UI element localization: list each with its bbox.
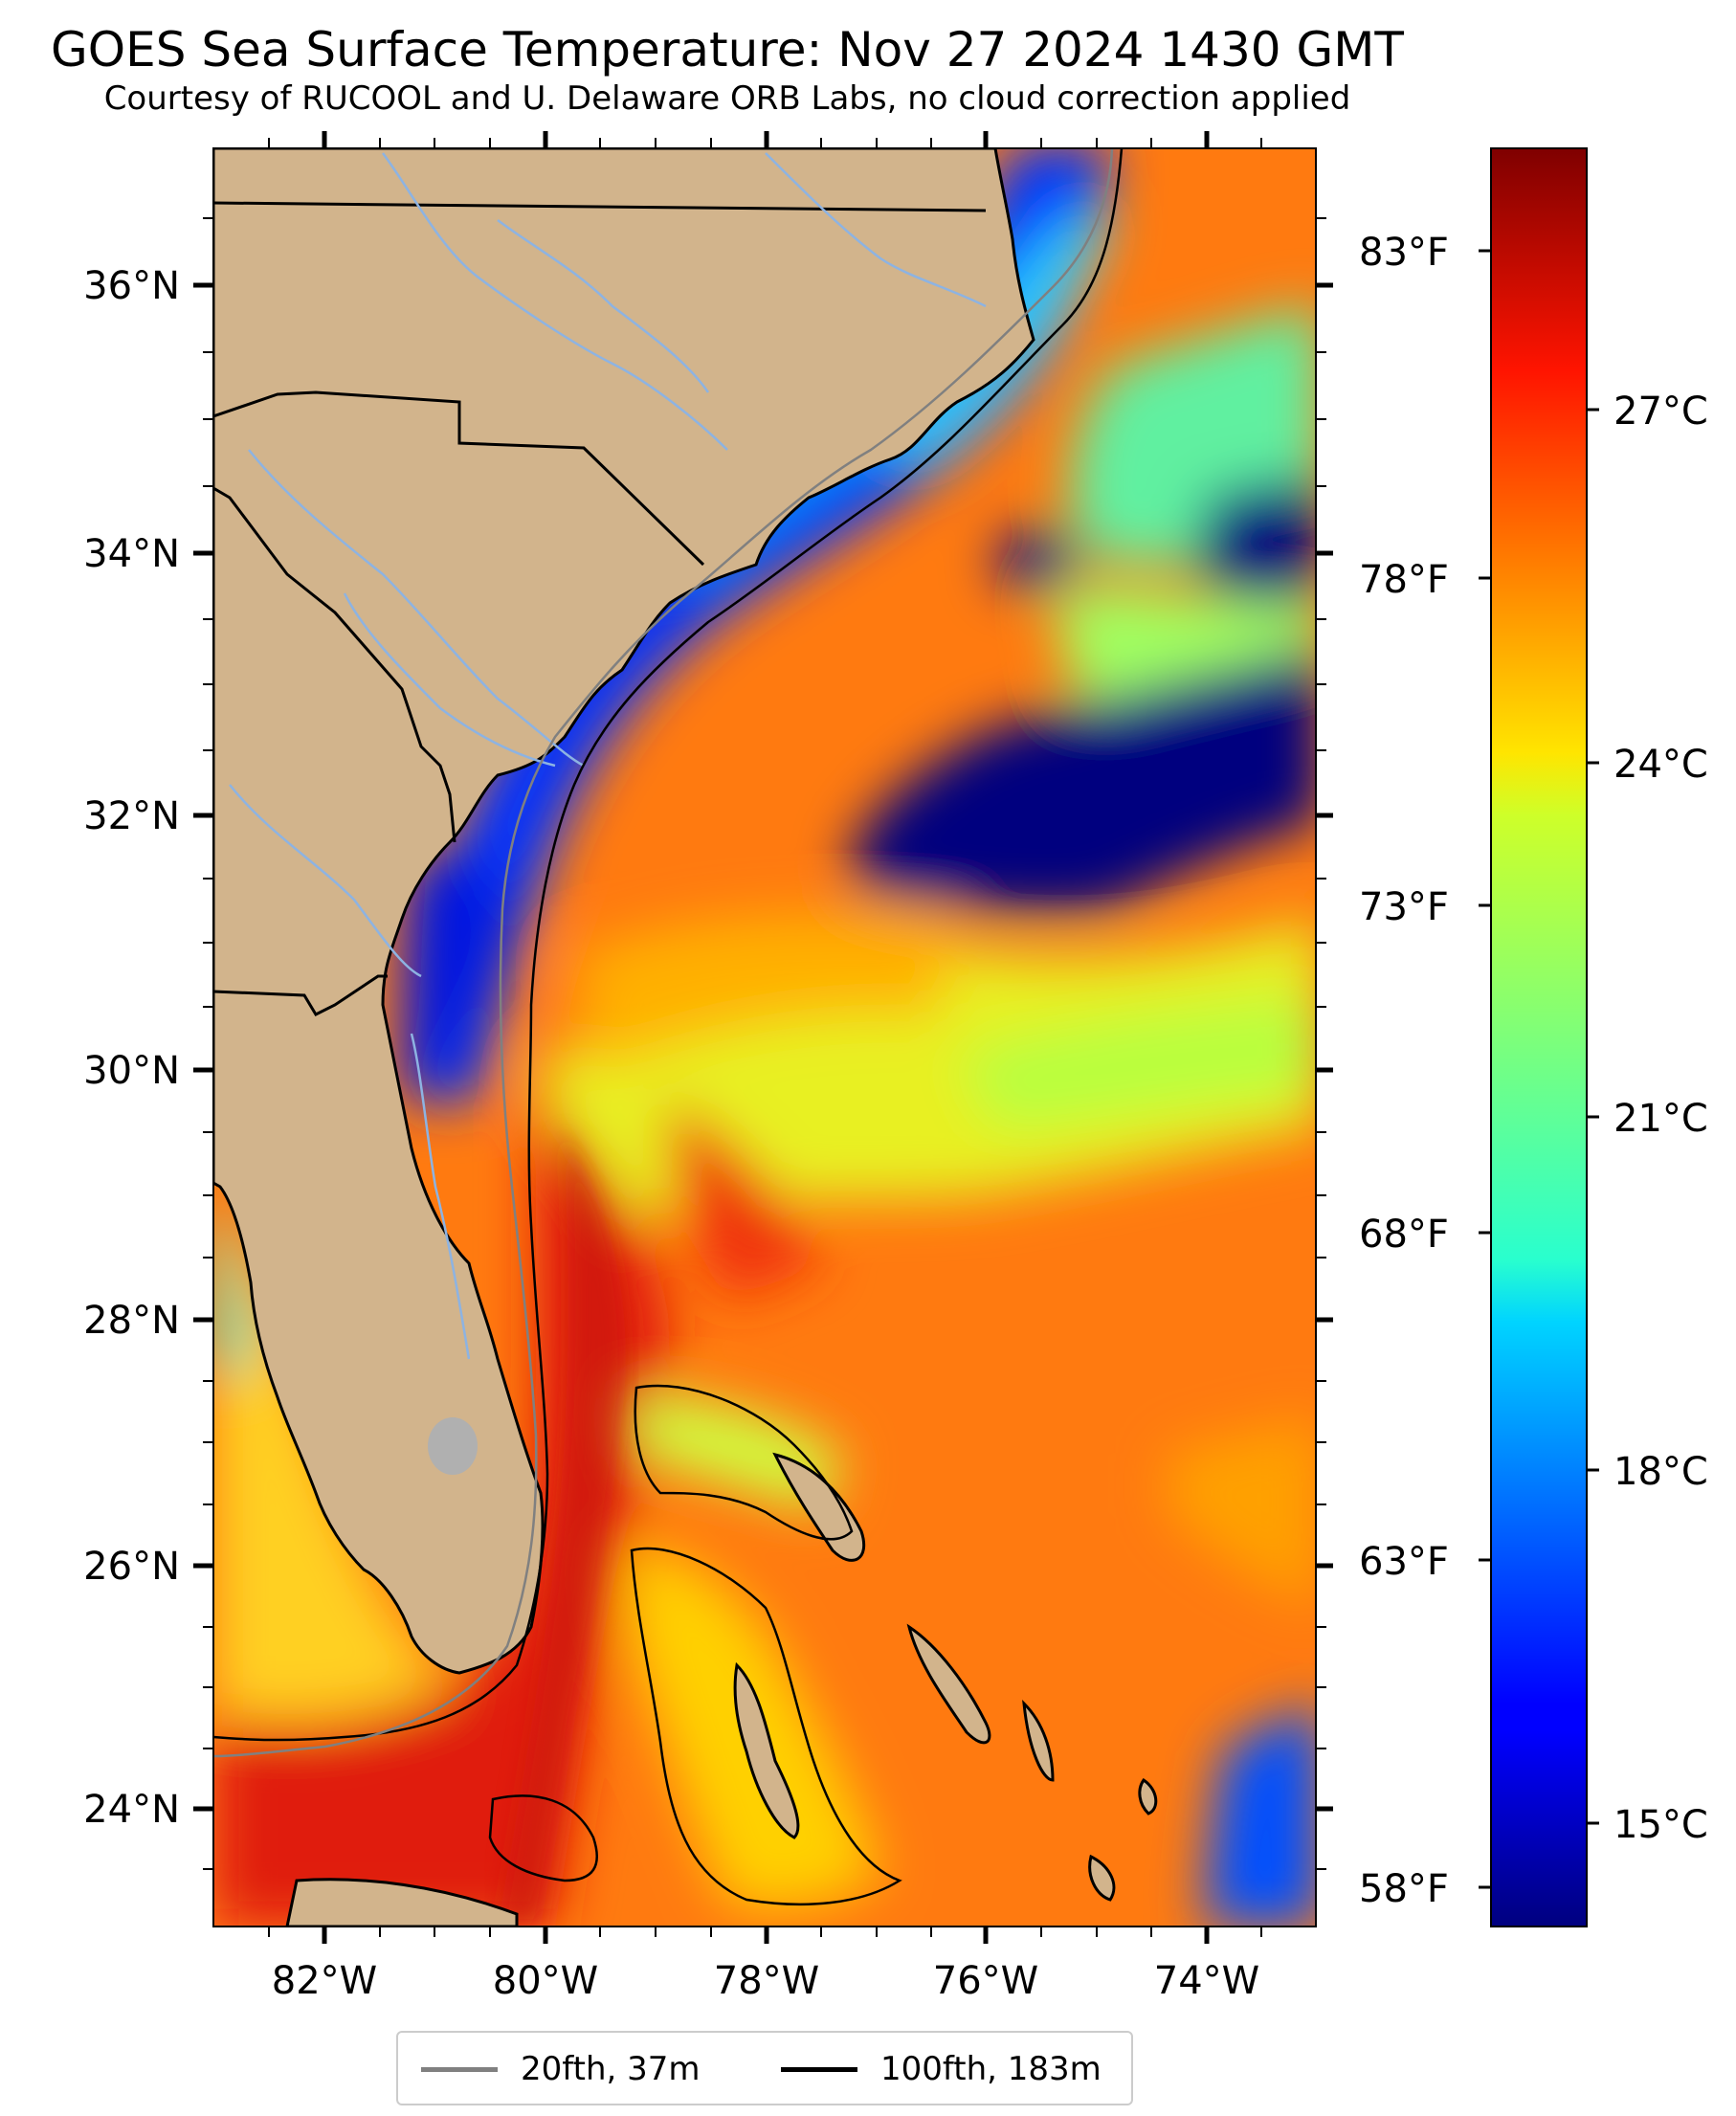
contour-great-bahama-bank xyxy=(630,1547,902,1906)
legend-item-20fth: 20fth, 37m xyxy=(421,2050,701,2088)
legend-swatch-gray xyxy=(421,2066,498,2072)
map-title: GOES Sea Surface Temperature: Nov 27 202… xyxy=(51,22,1404,78)
celsius-label: 15°C xyxy=(1614,1803,1708,1847)
fahrenheit-label: 58°F xyxy=(1359,1867,1449,1911)
lon-label: 78°W xyxy=(714,1959,819,2003)
fahrenheit-axis: 83°F 78°F 73°F 68°F 63°F 58°F xyxy=(1359,231,1491,1911)
lat-label: 30°N xyxy=(83,1049,180,1093)
contour-legend: 20fth, 37m 100fth, 183m xyxy=(396,2031,1133,2105)
longitude-axis: 82°W 80°W 78°W 76°W 74°W xyxy=(268,131,1262,2003)
colorbar: 27°C 24°C 21°C 18°C 15°C xyxy=(1490,147,1708,1927)
lon-label: 80°W xyxy=(493,1959,598,2003)
legend-label: 20fth, 37m xyxy=(521,2050,701,2088)
lon-label: 76°W xyxy=(933,1959,1038,2003)
legend-item-100fth: 100fth, 183m xyxy=(781,2050,1102,2088)
fahrenheit-label: 78°F xyxy=(1359,558,1449,602)
celsius-label: 21°C xyxy=(1614,1097,1708,1141)
sst-map xyxy=(213,148,1316,1927)
border-sc-ga xyxy=(213,486,456,843)
land-mainland xyxy=(213,148,1035,1675)
fahrenheit-label: 68°F xyxy=(1359,1213,1449,1257)
fahrenheit-label: 83°F xyxy=(1359,231,1449,275)
contour-cay-sal-bank xyxy=(488,1794,598,1882)
lon-label: 82°W xyxy=(272,1959,377,2003)
contour-100fth-183m xyxy=(213,148,1124,1742)
lake-okeechobee xyxy=(428,1417,478,1475)
lat-label: 26°N xyxy=(83,1545,180,1589)
colorbar-gradient xyxy=(1490,147,1588,1927)
legend-label: 100fth, 183m xyxy=(880,2050,1102,2088)
celsius-label: 18°C xyxy=(1614,1450,1708,1494)
border-va-nc xyxy=(213,201,987,212)
map-subtitle: Courtesy of RUCOOL and U. Delaware ORB L… xyxy=(103,79,1351,118)
celsius-label: 24°C xyxy=(1614,743,1708,787)
lat-label: 34°N xyxy=(83,532,180,576)
rivers xyxy=(229,152,987,1360)
lat-label: 28°N xyxy=(83,1299,180,1343)
latitude-axis: 36°N 34°N 32°N 30°N 28°N 26°N 24°N xyxy=(83,217,1333,1870)
border-nc-sc xyxy=(213,390,705,567)
lat-label: 36°N xyxy=(83,264,180,308)
celsius-label: 27°C xyxy=(1614,390,1708,434)
contour-20fth-37m xyxy=(213,148,1114,1758)
border-ga-fl xyxy=(213,974,388,1016)
fahrenheit-label: 63°F xyxy=(1359,1540,1449,1584)
lon-label: 74°W xyxy=(1154,1959,1259,2003)
fahrenheit-label: 73°F xyxy=(1359,885,1449,929)
legend-swatch-black xyxy=(781,2066,857,2072)
contour-little-bahama-bank xyxy=(634,1384,854,1541)
bahamas-islands xyxy=(285,1452,1158,1927)
lat-label: 32°N xyxy=(83,794,180,838)
lat-label: 24°N xyxy=(83,1788,180,1832)
